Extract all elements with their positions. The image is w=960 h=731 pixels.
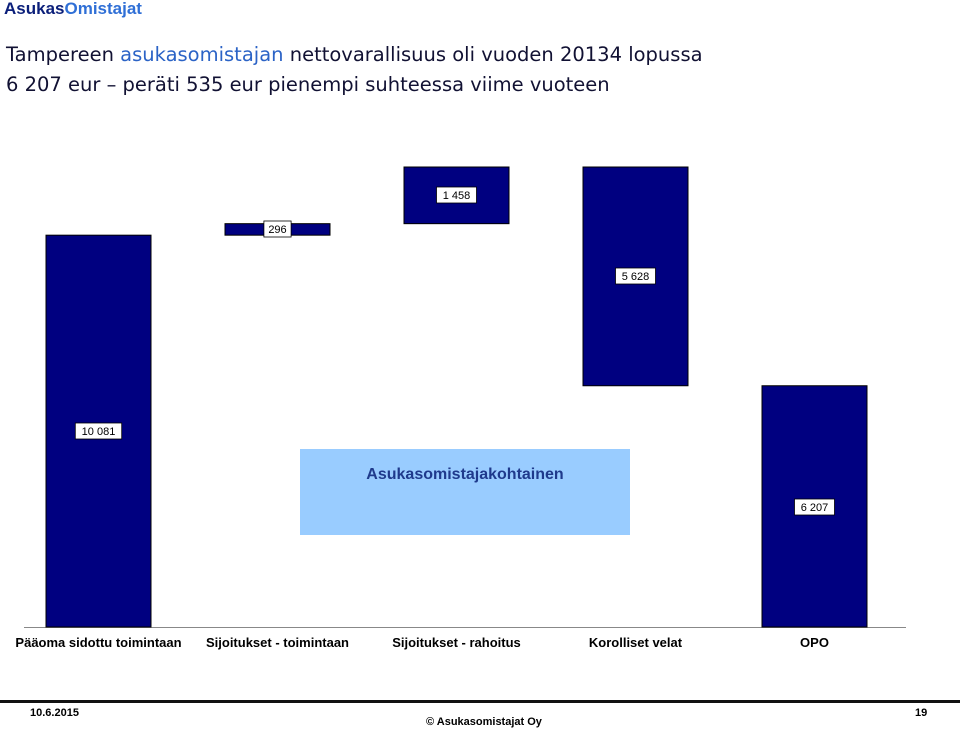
title-line1: Tampereen asukasomistajan nettovarallisu… xyxy=(6,40,956,70)
logo-part2: Omistajat xyxy=(64,0,142,18)
data-label-2: 296 xyxy=(268,224,286,236)
footer-copyright: © Asukasomistajat Oy xyxy=(426,716,542,728)
footer-divider xyxy=(0,700,960,703)
category-label-3: Sijoitukset - rahoitus xyxy=(392,635,521,650)
title-line1-highlight: asukasomistajan xyxy=(120,43,284,66)
annotation-box xyxy=(300,449,630,535)
annotation-label: Asukasomistajakohtainen xyxy=(366,466,563,483)
waterfall-chart: Asukasomistajakohtainen 10 081 Pääoma sido… xyxy=(15,166,906,650)
data-label-3: 1 458 xyxy=(443,190,471,202)
title-line1-suffix: nettovarallisuus oli vuoden 20134 lopuss… xyxy=(283,43,703,66)
category-label-1: Pääoma sidottu toimintaan xyxy=(15,635,181,650)
page-title: Tampereen asukasomistajan nettovarallisu… xyxy=(6,40,956,100)
category-label-2: Sijoitukset - toimintaan xyxy=(206,635,349,650)
data-label-box-3 xyxy=(436,186,477,204)
data-label-5: 6 207 xyxy=(801,502,829,514)
data-label-4: 5 628 xyxy=(622,271,650,283)
data-label-box-5 xyxy=(794,498,835,516)
title-line2: 6 207 eur – peräti 535 eur pienempi suht… xyxy=(6,73,610,96)
title-line1-prefix: Tampereen xyxy=(6,43,121,66)
category-label-4: Korolliset velat xyxy=(589,635,683,650)
data-label-1: 10 081 xyxy=(82,426,116,438)
data-label-box-1 xyxy=(74,422,123,440)
category-label-5: OPO xyxy=(800,635,829,650)
page-number: 19 xyxy=(915,707,928,719)
logo-part1: Asukas xyxy=(4,0,65,18)
footer-date: 10.6.2015 xyxy=(30,707,79,719)
data-label-box-2 xyxy=(263,220,292,238)
data-label-box-4 xyxy=(615,267,656,285)
logo: AsukasOmistajat xyxy=(4,0,142,19)
